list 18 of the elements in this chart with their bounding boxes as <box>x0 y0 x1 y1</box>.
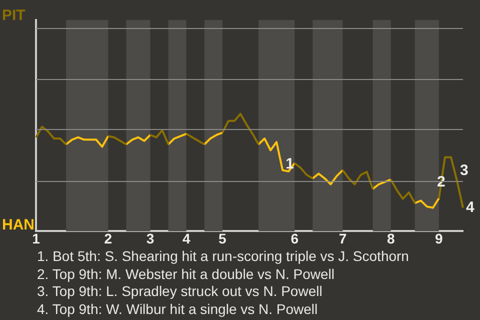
x-tick-label: 4 <box>182 230 190 246</box>
x-tick-label: 2 <box>104 230 112 246</box>
annotation: 3 <box>460 162 468 179</box>
text: 4. Top 9th: W. Wilbur hit a single vs N. Powell <box>37 300 319 318</box>
x-tick-label: 5 <box>218 230 227 246</box>
text: 4 <box>466 198 475 216</box>
text: PIT <box>2 7 26 24</box>
x-tick-label: 7 <box>338 230 347 246</box>
x-tick-label: 6 <box>290 230 299 246</box>
text: HAN <box>2 216 34 234</box>
x-tick-label: 9 <box>435 230 444 246</box>
text: 2. Top 9th: M. Webster hit a double vs N. Powell <box>37 266 336 283</box>
x-tick-label: 1 <box>32 230 40 246</box>
text: 3. Top 9th: L. Spradley struck out vs N. Powell <box>37 283 324 300</box>
annotation: 1 <box>286 155 294 172</box>
text: 1. Bot 5th: S. Shearing hit a run-scoring triple vs J. Scothorn <box>37 248 410 266</box>
x-tick-label: 3 <box>146 230 154 246</box>
x-tick-label: 8 <box>386 230 395 246</box>
